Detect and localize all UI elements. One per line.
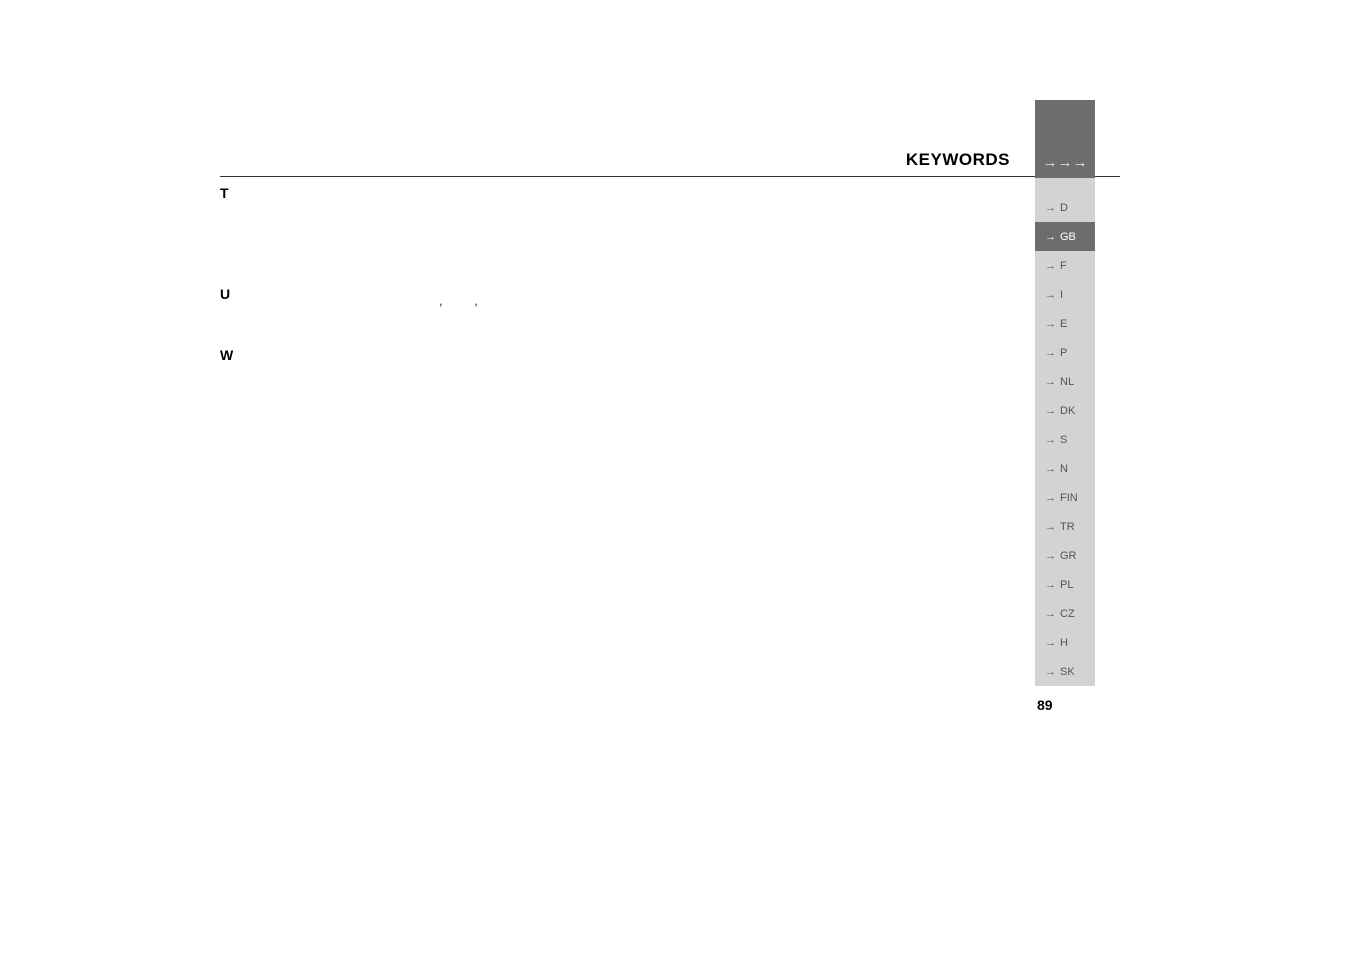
lang-label: CZ bbox=[1060, 608, 1075, 620]
lang-label: NL bbox=[1060, 376, 1074, 388]
lang-item-cz[interactable]: → CZ bbox=[1035, 599, 1095, 628]
lang-item-fin[interactable]: → FIN bbox=[1035, 483, 1095, 512]
lang-item-h[interactable]: →H bbox=[1035, 628, 1095, 657]
section-letter-w: W bbox=[220, 347, 1120, 363]
lang-item-tr[interactable]: → TR bbox=[1035, 512, 1095, 541]
lang-label: S bbox=[1060, 434, 1067, 446]
lang-item-p[interactable]: →P bbox=[1035, 338, 1095, 367]
language-sidebar: →→→ →D→GB→F→I→E→P→NL→DK→S→N→FIN→TR→GR→PL… bbox=[1035, 100, 1095, 686]
lang-label: SK bbox=[1060, 666, 1075, 678]
page-title: KEYWORDS bbox=[220, 150, 1010, 170]
section-letter-u: U bbox=[220, 286, 1120, 302]
lang-item-f[interactable]: →F bbox=[1035, 251, 1095, 280]
lang-label: P bbox=[1060, 347, 1067, 359]
lang-label: DK bbox=[1060, 405, 1075, 417]
arrow-right-icon: → bbox=[1045, 434, 1056, 446]
lang-item-gb[interactable]: → GB bbox=[1035, 222, 1095, 251]
lang-label: I bbox=[1060, 289, 1063, 301]
triple-arrow-icon: →→→ bbox=[1043, 154, 1088, 171]
language-list: →D→GB→F→I→E→P→NL→DK→S→N→FIN→TR→GR→PL→CZ→… bbox=[1035, 178, 1095, 686]
lang-label: H bbox=[1060, 637, 1068, 649]
arrow-right-icon: → bbox=[1045, 347, 1056, 359]
lang-label: GR bbox=[1060, 550, 1077, 562]
arrow-right-icon: → bbox=[1045, 376, 1056, 388]
header-rule: KEYWORDS bbox=[220, 150, 1120, 177]
stray-commas: , , bbox=[439, 293, 492, 308]
sidebar-arrows: →→→ bbox=[1035, 146, 1095, 178]
lang-item-i[interactable]: →I bbox=[1035, 280, 1095, 309]
arrow-right-icon: → bbox=[1045, 521, 1056, 533]
arrow-right-icon: → bbox=[1045, 405, 1056, 417]
lang-label: GB bbox=[1060, 231, 1076, 243]
arrow-right-icon: → bbox=[1045, 579, 1056, 591]
lang-label: F bbox=[1060, 260, 1067, 272]
lang-item-nl[interactable]: → NL bbox=[1035, 367, 1095, 396]
arrow-right-icon: → bbox=[1045, 666, 1056, 678]
lang-label: E bbox=[1060, 318, 1067, 330]
arrow-right-icon: → bbox=[1045, 260, 1056, 272]
arrow-right-icon: → bbox=[1045, 318, 1056, 330]
arrow-right-icon: → bbox=[1045, 231, 1056, 243]
lang-spacer-top bbox=[1035, 178, 1095, 193]
lang-item-n[interactable]: →N bbox=[1035, 454, 1095, 483]
lang-item-s[interactable]: →S bbox=[1035, 425, 1095, 454]
lang-label: D bbox=[1060, 202, 1068, 214]
section-letter-t: T bbox=[220, 185, 1120, 201]
arrow-right-icon: → bbox=[1045, 492, 1056, 504]
sidebar-top-block bbox=[1035, 100, 1095, 146]
page-number: 89 bbox=[1037, 697, 1053, 713]
lang-label: FIN bbox=[1060, 492, 1078, 504]
lang-item-gr[interactable]: → GR bbox=[1035, 541, 1095, 570]
lang-label: N bbox=[1060, 463, 1068, 475]
arrow-right-icon: → bbox=[1045, 202, 1056, 214]
arrow-right-icon: → bbox=[1045, 608, 1056, 620]
lang-item-pl[interactable]: → PL bbox=[1035, 570, 1095, 599]
lang-item-dk[interactable]: → DK bbox=[1035, 396, 1095, 425]
lang-item-d[interactable]: →D bbox=[1035, 193, 1095, 222]
arrow-right-icon: → bbox=[1045, 550, 1056, 562]
arrow-right-icon: → bbox=[1045, 463, 1056, 475]
keywords-body: T , , U W bbox=[220, 185, 1120, 363]
lang-label: PL bbox=[1060, 579, 1073, 591]
lang-item-sk[interactable]: → SK bbox=[1035, 657, 1095, 686]
lang-label: TR bbox=[1060, 521, 1075, 533]
page-content: KEYWORDS T , , U W bbox=[220, 150, 1120, 371]
lang-item-e[interactable]: →E bbox=[1035, 309, 1095, 338]
arrow-right-icon: → bbox=[1045, 289, 1056, 301]
arrow-right-icon: → bbox=[1045, 637, 1056, 649]
